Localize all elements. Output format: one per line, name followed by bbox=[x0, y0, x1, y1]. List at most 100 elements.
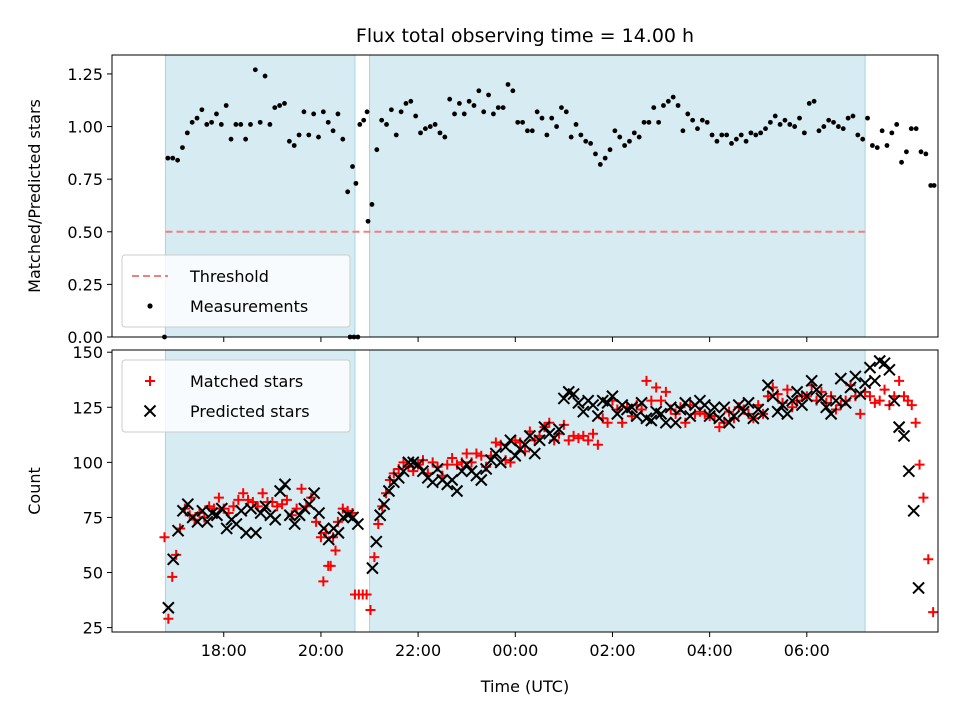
predicted-stars-point bbox=[475, 473, 488, 487]
measurement-point bbox=[252, 67, 258, 73]
matched-stars-point bbox=[626, 411, 637, 422]
predicted-stars-point bbox=[625, 401, 639, 414]
measurement-point bbox=[471, 103, 477, 108]
measurement-point bbox=[607, 147, 613, 153]
predicted-stars-point bbox=[863, 361, 877, 374]
measurement-point bbox=[296, 132, 302, 138]
predicted-stars-point bbox=[397, 464, 410, 478]
predicted-stars-point bbox=[601, 396, 614, 410]
measurement-point bbox=[306, 132, 312, 138]
matched-stars-point bbox=[923, 554, 934, 565]
y-tick-label: 50 bbox=[83, 564, 103, 583]
observing-window-1 bbox=[369, 54, 866, 338]
measurement-point bbox=[563, 109, 569, 115]
measurement-point bbox=[631, 130, 637, 136]
series-predicted-stars bbox=[162, 354, 925, 614]
predicted-stars-point bbox=[718, 401, 731, 414]
matched-stars-point bbox=[384, 474, 395, 485]
predicted-stars-point bbox=[317, 522, 331, 535]
predicted-stars-point bbox=[737, 405, 750, 418]
predicted-stars-point bbox=[366, 561, 379, 575]
matched-stars-point bbox=[427, 457, 438, 468]
measurement-point bbox=[656, 119, 662, 125]
predicted-stars-point bbox=[557, 392, 571, 405]
measurement-point bbox=[884, 143, 890, 148]
measurement-point bbox=[767, 119, 773, 125]
measurement-point bbox=[729, 140, 734, 146]
predicted-stars-point bbox=[713, 412, 726, 425]
predicted-stars-point bbox=[269, 513, 282, 526]
predicted-stars-point bbox=[479, 462, 493, 476]
matched-stars-point bbox=[573, 433, 584, 444]
predicted-stars-point bbox=[239, 526, 253, 540]
measurement-point bbox=[534, 109, 540, 115]
predicted-stars-point bbox=[431, 462, 444, 476]
measurement-point bbox=[544, 132, 550, 138]
matched-stars-point bbox=[476, 450, 487, 461]
predicted-stars-point bbox=[445, 473, 459, 487]
measurement-point bbox=[209, 119, 215, 125]
matched-stars-point bbox=[568, 430, 579, 441]
predicted-stars-point bbox=[591, 409, 605, 423]
matched-stars-point bbox=[167, 571, 178, 582]
predicted-stars-point bbox=[577, 405, 590, 418]
measurement-point bbox=[413, 113, 419, 119]
predicted-stars-point bbox=[679, 396, 692, 410]
matched-stars-point bbox=[563, 435, 574, 446]
axes-frame bbox=[111, 54, 939, 338]
measurement-point bbox=[680, 128, 686, 134]
predicted-stars-point bbox=[322, 533, 335, 546]
predicted-stars-point bbox=[635, 396, 648, 410]
predicted-stars-point bbox=[902, 464, 916, 478]
y-axis-label: Count bbox=[25, 467, 44, 515]
measurement-point bbox=[806, 101, 812, 106]
predicted-stars-point bbox=[654, 407, 668, 421]
measurement-point bbox=[539, 115, 545, 121]
measurement-point bbox=[272, 105, 278, 111]
matched-stars-point bbox=[447, 452, 458, 463]
predicted-stars-point bbox=[450, 484, 464, 498]
predicted-stars-point bbox=[771, 405, 784, 418]
measurement-point bbox=[452, 111, 457, 117]
measurement-point bbox=[175, 157, 180, 163]
measurement-point bbox=[874, 145, 880, 150]
predicted-stars-point bbox=[606, 390, 619, 403]
measurement-point bbox=[772, 113, 778, 119]
predicted-stars-point bbox=[849, 370, 862, 383]
matched-stars-point bbox=[213, 492, 224, 503]
legend-predicted-swatch bbox=[143, 404, 157, 418]
measurement-point bbox=[904, 149, 909, 155]
x-tick-label: 04:00 bbox=[687, 641, 733, 660]
predicted-stars-point bbox=[455, 464, 469, 478]
predicted-stars-point bbox=[460, 458, 473, 471]
predicted-stars-point bbox=[630, 409, 643, 423]
matched-stars-point bbox=[490, 437, 501, 448]
predicted-stars-point bbox=[528, 447, 541, 460]
predicted-stars-point bbox=[766, 390, 780, 403]
matched-stars-point bbox=[461, 448, 472, 459]
predicted-stars-point bbox=[504, 434, 517, 447]
predicted-stars-point bbox=[307, 486, 321, 500]
measurement-point bbox=[505, 82, 511, 87]
measurement-point bbox=[782, 117, 788, 123]
matched-stars-point bbox=[782, 384, 793, 395]
measurement-point bbox=[437, 130, 443, 136]
measurement-point bbox=[481, 109, 487, 115]
measurement-point bbox=[719, 132, 725, 138]
measurement-point bbox=[525, 128, 530, 134]
predicted-stars-point bbox=[810, 383, 823, 396]
matched-stars-point bbox=[869, 397, 880, 408]
predicted-stars-point bbox=[572, 396, 585, 410]
predicted-stars-point bbox=[162, 601, 175, 614]
predicted-stars-point bbox=[858, 376, 872, 390]
y-tick-label: 100 bbox=[72, 453, 103, 472]
measurement-point bbox=[602, 155, 608, 161]
measurement-point bbox=[894, 122, 900, 127]
matched-stars-point bbox=[163, 613, 174, 624]
predicted-stars-point bbox=[312, 506, 326, 520]
measurement-point bbox=[361, 117, 367, 123]
measurement-point bbox=[733, 136, 739, 142]
matched-stars-point bbox=[646, 395, 657, 406]
x-tick-label: 00:00 bbox=[492, 641, 538, 660]
